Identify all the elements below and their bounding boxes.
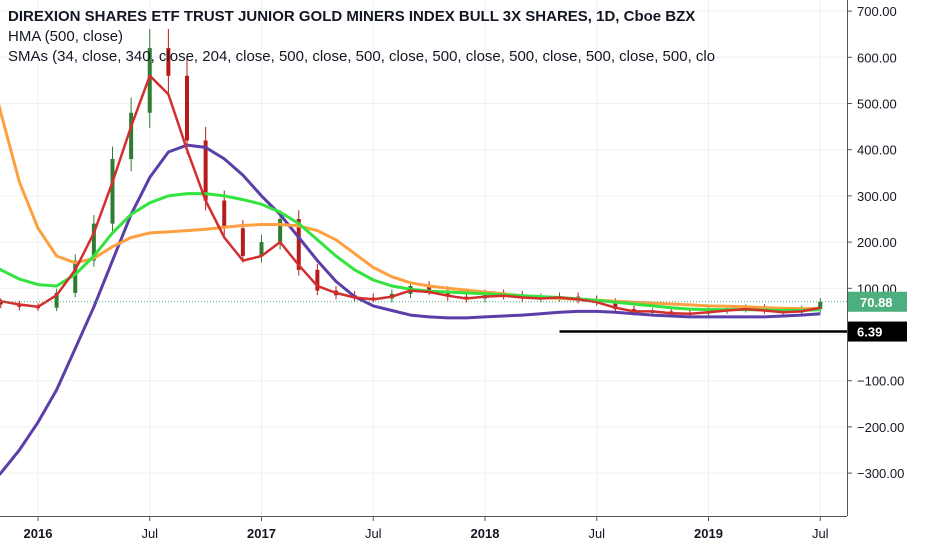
price-axis-bg <box>847 0 932 550</box>
x-tick-label: Jul <box>141 526 158 541</box>
price-candle <box>613 302 618 310</box>
x-tick-label: Jul <box>588 526 605 541</box>
price-candle <box>222 200 227 229</box>
x-tick-label: 2018 <box>471 526 500 541</box>
price-candle <box>278 219 283 243</box>
sma34-line <box>0 74 821 315</box>
support-level-value: 6.39 <box>857 325 882 340</box>
price-candle <box>296 219 301 270</box>
y-tick-label: 500.00 <box>857 97 897 112</box>
price-candle <box>91 223 96 261</box>
price-candle <box>73 260 78 293</box>
y-tick-label: 600.00 <box>857 50 897 65</box>
y-tick-label: 300.00 <box>857 189 897 204</box>
x-tick-label: 2019 <box>694 526 723 541</box>
price-candle <box>445 290 450 297</box>
price-candle <box>315 269 320 291</box>
price-candle <box>110 158 115 224</box>
y-tick-label: 200.00 <box>857 235 897 250</box>
sma340-line <box>0 103 821 311</box>
price-candle <box>147 48 152 113</box>
sma204-line <box>0 192 821 312</box>
price-candle <box>185 75 189 141</box>
price-candle <box>54 292 59 308</box>
y-tick-label: −200.00 <box>857 420 904 435</box>
y-tick-label: −100.00 <box>857 374 904 389</box>
price-candle <box>203 140 208 201</box>
time-axis-bg <box>0 516 932 550</box>
price-candle <box>818 301 823 310</box>
x-tick-label: 2016 <box>24 526 53 541</box>
y-tick-label: −300.00 <box>857 466 904 481</box>
price-candle <box>427 285 432 291</box>
price-candle <box>240 228 245 256</box>
y-tick-label: 700.00 <box>857 4 897 19</box>
price-candle <box>259 242 264 256</box>
last-price-value: 70.88 <box>860 295 893 310</box>
price-candle <box>0 302 3 305</box>
x-tick-label: 2017 <box>247 526 276 541</box>
last-price-badge <box>848 291 907 312</box>
y-tick-label: 400.00 <box>857 143 897 158</box>
x-tick-label: Jul <box>365 526 382 541</box>
hma-line <box>0 143 821 477</box>
support-level-badge <box>848 321 907 342</box>
price-candle <box>166 48 171 76</box>
x-tick-label: Jul <box>812 526 829 541</box>
price-candle <box>129 112 134 159</box>
